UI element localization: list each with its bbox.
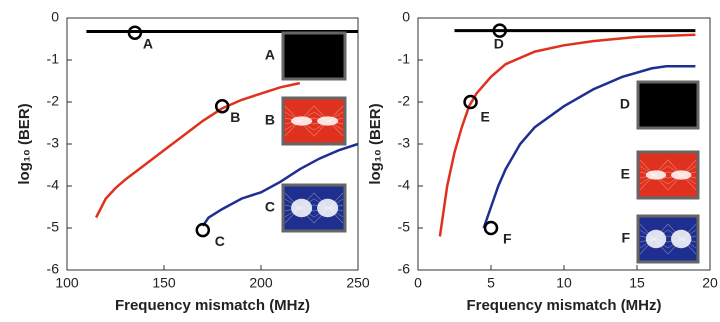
- y-tick-label: -5: [47, 219, 60, 235]
- inset-label: C: [265, 199, 275, 215]
- y-tick-label: 0: [51, 9, 59, 25]
- y-tick-label: -5: [398, 219, 411, 235]
- inset-frame: [638, 82, 698, 128]
- eye-diagram-inset: [638, 152, 698, 198]
- inset-frame: [283, 33, 345, 79]
- y-axis-label: log₁₀ (BER): [367, 103, 384, 184]
- x-tick-label: 5: [487, 275, 495, 291]
- inset-label: D: [620, 96, 630, 112]
- y-tick-label: -6: [47, 261, 60, 277]
- y-tick-label: -3: [398, 135, 411, 151]
- x-tick-label: 250: [346, 275, 370, 291]
- eye-diagram-inset: [638, 82, 698, 128]
- y-tick-label: -1: [398, 51, 411, 67]
- eye-diagram-inset: [638, 216, 698, 262]
- x-tick-label: 15: [629, 275, 645, 291]
- inset-label: A: [265, 47, 275, 63]
- annotation-marker: [197, 224, 209, 236]
- x-tick-label: 150: [152, 275, 176, 291]
- series-line: [96, 83, 300, 217]
- inset-label: E: [621, 166, 630, 182]
- y-tick-label: -4: [398, 177, 411, 193]
- annotation-label: A: [143, 35, 153, 51]
- y-tick-label: -4: [47, 177, 60, 193]
- inset-label: B: [265, 112, 275, 128]
- annotation-label: E: [481, 109, 490, 125]
- eye-diagram-inset: [283, 98, 345, 144]
- y-tick-label: -3: [47, 135, 60, 151]
- annotation-label: D: [494, 35, 504, 51]
- y-tick-label: 0: [402, 9, 410, 25]
- x-tick-label: 20: [702, 275, 718, 291]
- annotation-label: C: [215, 233, 225, 249]
- y-tick-label: -6: [398, 261, 411, 277]
- y-tick-label: -1: [47, 51, 60, 67]
- y-axis-label: log₁₀ (BER): [16, 103, 33, 184]
- figure: 1001502002500-1-2-3-4-5-6Frequency misma…: [0, 0, 720, 322]
- eye-diagram-inset: [283, 33, 345, 79]
- annotation-marker: [485, 222, 497, 234]
- y-tick-label: -2: [47, 93, 60, 109]
- x-axis-label: Frequency mismatch (MHz): [115, 297, 310, 314]
- eye-opening: [646, 230, 666, 248]
- x-axis-label: Frequency mismatch (MHz): [466, 297, 661, 314]
- x-tick-label: 10: [556, 275, 572, 291]
- annotation-label: B: [230, 109, 240, 125]
- y-tick-label: -2: [398, 93, 411, 109]
- x-tick-label: 0: [414, 275, 422, 291]
- x-tick-label: 100: [55, 275, 79, 291]
- series-line: [440, 35, 696, 237]
- eye-diagram-inset: [283, 185, 345, 231]
- x-tick-label: 200: [249, 275, 273, 291]
- inset-label: F: [621, 230, 630, 246]
- eye-opening: [291, 199, 312, 217]
- annotation-label: F: [503, 231, 512, 247]
